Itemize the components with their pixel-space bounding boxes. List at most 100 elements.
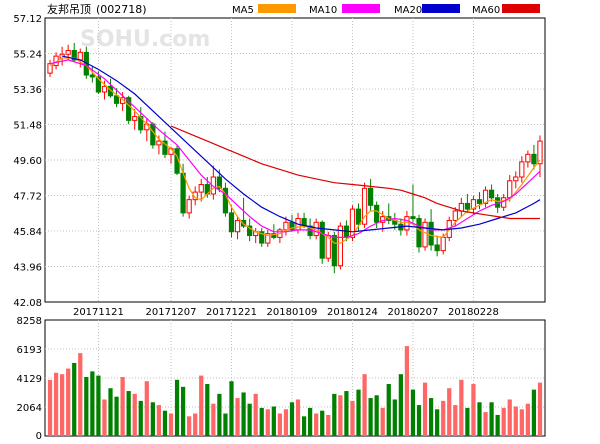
date-axis: 20171121 20171207 20171221 20180109 20180124… <box>73 307 499 318</box>
price-tick-label: 43.96 <box>13 263 42 274</box>
candle-body <box>271 233 277 238</box>
date-tick-label: 20171221 <box>206 307 257 318</box>
volume-bar <box>537 382 543 436</box>
volume-bar <box>199 375 204 436</box>
candle-body <box>513 176 519 182</box>
volume-bar <box>156 405 162 436</box>
candle-body <box>434 244 440 252</box>
volume-bar <box>362 374 367 436</box>
volume-bar <box>265 409 270 436</box>
volume-bar <box>398 374 403 436</box>
volume-bar <box>229 381 234 436</box>
volume-tick-label: 0 <box>36 431 42 440</box>
volume-bar <box>301 416 307 436</box>
volume-bar <box>247 403 252 436</box>
volume-bar <box>422 382 428 436</box>
volume-bar <box>283 409 289 436</box>
volume-tick-label: 6193 <box>17 345 42 356</box>
price-tick-label: 49.60 <box>13 156 42 167</box>
price-tick-label: 55.24 <box>13 50 42 61</box>
volume-bar <box>350 400 355 436</box>
candle-body <box>355 208 362 225</box>
candle-body <box>119 97 126 104</box>
volume-bar <box>501 407 506 436</box>
volume-bar <box>96 375 101 436</box>
candle-body <box>374 204 380 223</box>
volume-tick-label: 4129 <box>17 374 42 385</box>
price-tick-label: 42.08 <box>13 298 42 309</box>
candle-body <box>319 221 325 259</box>
volume-bar <box>271 406 276 436</box>
candle-body <box>180 172 186 214</box>
volume-bar <box>386 384 391 436</box>
candle-body <box>452 210 458 221</box>
volume-bar <box>114 396 119 436</box>
volume-bar <box>314 413 319 436</box>
candle-body <box>422 221 428 248</box>
volume-bar <box>53 372 59 436</box>
candle-body <box>331 235 337 267</box>
candle-body <box>113 95 120 104</box>
candle-body <box>156 140 162 146</box>
candle-body <box>162 140 168 155</box>
candle-body <box>222 187 229 214</box>
volume-bar <box>289 402 295 436</box>
price-tick-label: 53.36 <box>13 85 42 96</box>
legend-ma5-label: MA5 <box>232 5 254 16</box>
candle-body <box>470 199 477 210</box>
volume-bar <box>320 410 325 436</box>
candle-body <box>216 176 223 189</box>
candle-body <box>440 236 446 252</box>
volume-bar <box>338 395 343 436</box>
volume-bar <box>84 377 89 436</box>
volume-bar <box>441 400 446 436</box>
volume-bar <box>47 379 53 436</box>
candle-body <box>537 140 543 165</box>
candle-body <box>228 212 235 233</box>
volume-bar <box>144 381 149 436</box>
candle-body <box>519 161 525 178</box>
volume-bar <box>120 377 125 436</box>
stock-name: 友邦吊顶 <box>47 2 91 16</box>
volume-bar <box>187 416 192 436</box>
volume-grid <box>45 320 545 436</box>
legend-ma20-label: MA20 <box>394 5 422 16</box>
candle-body <box>101 85 108 93</box>
volume-bar <box>308 407 313 436</box>
volume-bar <box>368 398 373 436</box>
volume-panel: 8258 6193 4129 2064 0 <box>17 316 546 442</box>
volume-bar <box>126 391 131 436</box>
candle-body <box>234 219 241 233</box>
date-tick-label: 20171207 <box>146 307 197 318</box>
legend-ma10-label: MA10 <box>309 5 337 16</box>
candle-body <box>416 218 422 248</box>
volume-bar <box>90 371 95 436</box>
volume-bar <box>223 413 228 436</box>
candle-body <box>410 216 416 220</box>
candle-body <box>210 176 216 195</box>
candle-body <box>525 153 531 163</box>
candle-body <box>488 189 495 199</box>
volume-bar <box>174 379 180 436</box>
price-tick-label: 57.12 <box>13 14 42 25</box>
candle-body <box>150 123 156 146</box>
date-tick-label: 20180228 <box>448 307 499 318</box>
volume-bar <box>531 389 537 436</box>
candle-body <box>198 184 204 193</box>
volume-bar <box>453 405 458 436</box>
legend: MA5 MA10 MA20 MA60 <box>232 4 540 16</box>
candle-body <box>89 74 95 78</box>
candlesticks <box>47 42 543 274</box>
candle-body <box>138 116 144 131</box>
volume-bar <box>356 389 361 436</box>
volume-bar <box>374 395 379 436</box>
volume-bar <box>241 392 246 436</box>
volume-bar <box>465 407 470 436</box>
candle-body <box>71 49 77 61</box>
volume-bar <box>392 399 397 436</box>
volume-bar <box>277 413 282 436</box>
candle-body <box>428 221 434 246</box>
price-tick-label: 47.72 <box>13 192 42 203</box>
stock-code: (002718) <box>96 3 147 16</box>
